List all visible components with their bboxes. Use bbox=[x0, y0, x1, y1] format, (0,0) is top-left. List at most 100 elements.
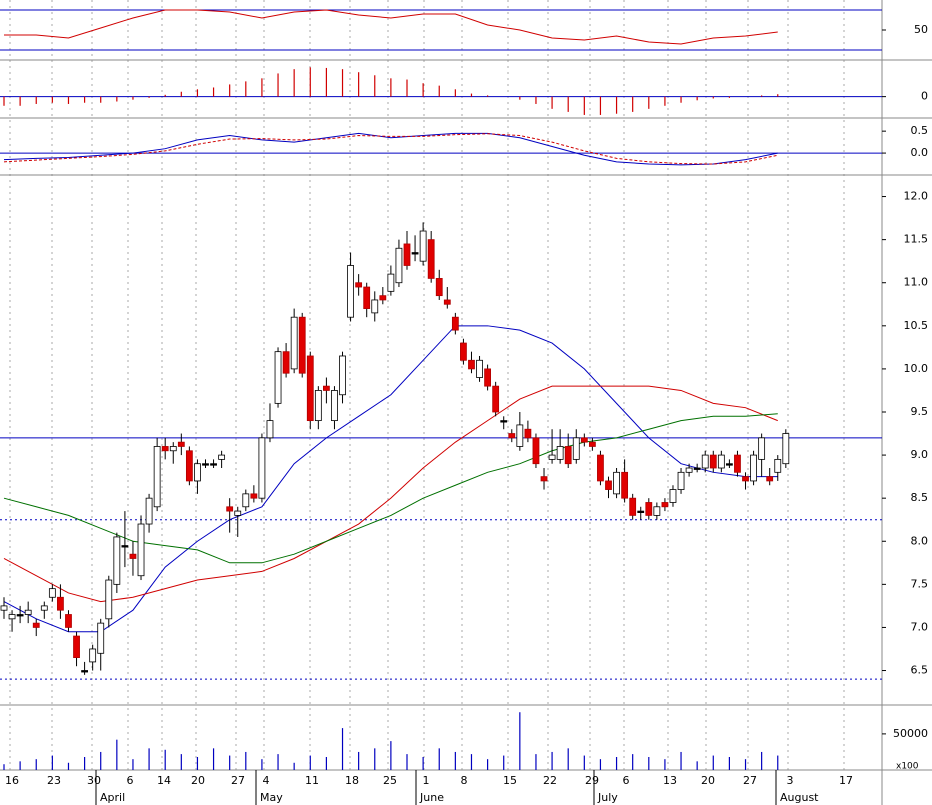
candle-body bbox=[355, 282, 363, 288]
candle-body bbox=[588, 441, 596, 447]
candle-body bbox=[331, 390, 338, 422]
candle-body bbox=[258, 437, 266, 499]
candle-body bbox=[572, 437, 580, 460]
month-label: April bbox=[100, 791, 125, 804]
candle-body bbox=[113, 536, 121, 585]
candle-body bbox=[677, 471, 685, 490]
candle-body bbox=[210, 463, 217, 466]
candle-body bbox=[226, 506, 234, 512]
candle-body bbox=[556, 446, 564, 460]
candle-body bbox=[637, 510, 645, 513]
candle-body bbox=[774, 458, 782, 473]
candle-body bbox=[81, 670, 88, 673]
day-label: 4 bbox=[263, 774, 270, 787]
candle-body bbox=[750, 454, 757, 482]
candle-body bbox=[48, 588, 56, 598]
candle-body bbox=[347, 265, 354, 318]
day-label: 29 bbox=[585, 774, 599, 787]
candle-body bbox=[621, 471, 629, 499]
candle-body bbox=[669, 489, 677, 503]
day-label: 6 bbox=[623, 774, 630, 787]
line bbox=[3, 133, 778, 165]
candle-body bbox=[65, 614, 72, 628]
y-tick-label: 9.0 bbox=[911, 448, 929, 461]
candle-body bbox=[24, 609, 32, 615]
candle-body bbox=[717, 454, 725, 469]
candle-body bbox=[322, 385, 330, 391]
candle-body bbox=[613, 471, 620, 495]
y-tick-label: 11.0 bbox=[904, 276, 929, 289]
y-tick-label: 8.5 bbox=[911, 491, 929, 504]
y-tick-label: 0 bbox=[921, 90, 928, 103]
candle-body bbox=[32, 622, 40, 628]
line bbox=[3, 413, 778, 564]
candle-body bbox=[734, 454, 741, 473]
candle-body bbox=[484, 368, 492, 387]
month-label: August bbox=[780, 791, 819, 804]
day-label: 27 bbox=[231, 774, 245, 787]
candle-body bbox=[145, 497, 153, 525]
candle-body bbox=[468, 359, 475, 370]
y-tick-label: 10.5 bbox=[904, 319, 929, 332]
y-tick-label: 7.0 bbox=[911, 620, 929, 633]
candle-body bbox=[645, 502, 653, 516]
candle-body bbox=[726, 463, 733, 466]
candle-body bbox=[8, 614, 16, 620]
candle-body bbox=[121, 545, 129, 548]
candle-body bbox=[597, 454, 604, 482]
candle-body bbox=[40, 605, 48, 611]
candle-body bbox=[709, 454, 717, 469]
candle-body bbox=[395, 247, 403, 284]
candle-body bbox=[742, 476, 749, 482]
candle-body bbox=[605, 480, 612, 490]
month-label: July bbox=[597, 791, 618, 804]
candle-body bbox=[153, 446, 161, 508]
candle-body bbox=[16, 614, 24, 617]
candle-body bbox=[57, 596, 64, 611]
day-label: 23 bbox=[47, 774, 61, 787]
candle-body bbox=[234, 510, 242, 516]
candle-body bbox=[177, 441, 185, 447]
candle-body bbox=[97, 622, 105, 654]
candle-body bbox=[379, 295, 387, 301]
line bbox=[4, 9, 778, 45]
candle-body bbox=[105, 579, 113, 620]
day-label: 3 bbox=[787, 774, 794, 787]
unit-label: x100 bbox=[896, 762, 919, 772]
month-label: June bbox=[419, 791, 444, 804]
day-label: 18 bbox=[345, 774, 359, 787]
day-label: 16 bbox=[5, 774, 19, 787]
candle-body bbox=[758, 437, 766, 460]
day-label: 20 bbox=[191, 774, 205, 787]
y-tick-label: 7.5 bbox=[911, 577, 929, 590]
candle-body bbox=[782, 433, 790, 465]
y-tick-label: 8.0 bbox=[911, 534, 929, 547]
y-tick-label: 11.5 bbox=[904, 233, 929, 246]
candle-body bbox=[548, 454, 556, 460]
candle-body bbox=[500, 420, 508, 423]
candle-body bbox=[403, 243, 411, 266]
day-label: 8 bbox=[461, 774, 468, 787]
y-tick-label: 9.5 bbox=[911, 405, 929, 418]
day-label: 13 bbox=[663, 774, 677, 787]
candle-body bbox=[371, 299, 379, 314]
candle-body bbox=[137, 523, 145, 577]
candle-body bbox=[194, 463, 201, 482]
candle-body bbox=[169, 446, 177, 452]
candle-body bbox=[0, 605, 8, 611]
candle-body bbox=[363, 286, 371, 309]
day-label: 20 bbox=[701, 774, 715, 787]
candle-body bbox=[411, 252, 419, 255]
candle-body bbox=[580, 437, 588, 443]
candle-body bbox=[242, 493, 250, 508]
candle-body bbox=[653, 506, 661, 516]
candle-body bbox=[89, 648, 97, 663]
candle-body bbox=[492, 385, 500, 413]
y-tick-label: 0.5 bbox=[911, 124, 929, 137]
y-tick-label: 50000 bbox=[893, 727, 928, 740]
candle-body bbox=[661, 502, 669, 508]
line bbox=[3, 385, 778, 603]
candle-body bbox=[766, 476, 774, 482]
candle-body bbox=[540, 476, 548, 482]
